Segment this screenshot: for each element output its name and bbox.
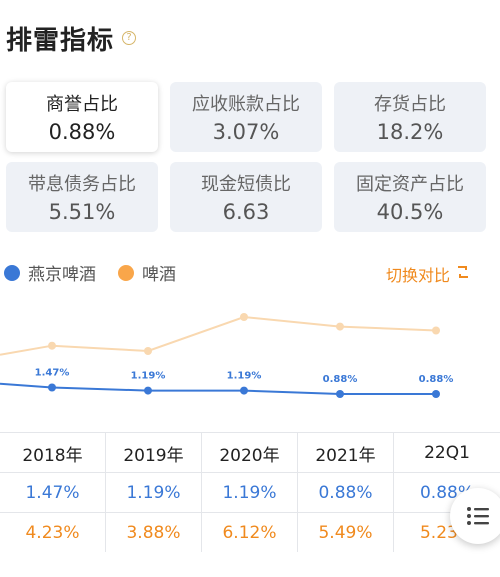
metric-card-cash-short-debt[interactable]: 现金短债比 6.63: [170, 162, 322, 232]
metric-card-goodwill[interactable]: 商誉占比 0.88%: [6, 82, 158, 152]
table-row-beer: 4.23% 3.88% 6.12% 5.49% 5.23%: [0, 512, 500, 552]
table-cell: 1.19%: [201, 473, 297, 512]
data-label-yanjing: 1.47%: [35, 368, 70, 379]
data-point-beer: [48, 341, 56, 350]
legend-item-yanjing[interactable]: 燕京啤酒: [4, 260, 96, 285]
data-label-yanjing: 1.19%: [227, 371, 262, 382]
list-icon: [467, 507, 489, 525]
metric-label: 固定资产占比: [356, 174, 464, 195]
data-point-beer: [432, 326, 440, 335]
table-header-cell: 2018年: [22, 445, 83, 466]
switch-label: 切换对比: [385, 266, 450, 285]
table-header-cell: 2020年: [201, 433, 297, 473]
metric-label: 存货占比: [374, 94, 446, 115]
legend-label: 燕京啤酒: [28, 265, 96, 285]
metric-label: 带息债务占比: [28, 174, 136, 195]
data-point-yanjing: [336, 390, 344, 398]
table-header-cell: 2019年: [105, 433, 201, 473]
legend-dot-blue: [4, 264, 20, 281]
metric-card-receivables[interactable]: 应收账款占比 3.07%: [170, 82, 322, 152]
metric-value: 0.88%: [48, 120, 116, 144]
data-table: 2018年 2019年 2020年 2021年 22Q1 1.47% 1.19%…: [0, 432, 500, 552]
menu-fab-button[interactable]: [450, 488, 500, 544]
table-cell: 6.12%: [201, 513, 297, 552]
metric-grid: 商誉占比 0.88% 应收账款占比 3.07% 存货占比 18.2% 带息债务占…: [6, 82, 494, 232]
metric-value: 6.63: [222, 200, 270, 224]
metric-label: 现金短债比: [201, 174, 291, 195]
table-cell: 0.88%: [297, 473, 393, 512]
data-point-beer: [336, 322, 344, 331]
table-cell: 5.49%: [297, 513, 393, 552]
question-icon[interactable]: ?: [122, 31, 137, 45]
page-title: 排雷指标: [6, 25, 115, 56]
data-point-yanjing: [48, 383, 56, 392]
data-label-yanjing: 0.88%: [419, 374, 454, 385]
data-label-yanjing: 1.19%: [131, 371, 166, 382]
metric-label: 应收账款占比: [192, 94, 300, 115]
legend-item-beer[interactable]: 啤酒: [118, 260, 176, 285]
line-chart: 1.47% 1.19% 1.19% 0.88% 0.88%: [0, 313, 454, 398]
metric-card-interest-debt[interactable]: 带息债务占比 5.51%: [6, 162, 158, 232]
table-cell: 1.19%: [105, 473, 201, 512]
legend-label: 啤酒: [142, 265, 176, 285]
swap-icon: [456, 264, 470, 284]
legend-dot-orange: [118, 264, 134, 281]
table-cell: 1.47%: [25, 482, 80, 503]
table-header-cell: 2021年: [297, 433, 393, 473]
metric-value: 3.07%: [212, 120, 280, 144]
series-line-beer: [0, 315, 437, 356]
series-line-yanjing: [0, 382, 436, 395]
data-point-beer: [144, 347, 152, 355]
table-cell: 4.23%: [25, 522, 80, 543]
data-point-yanjing: [240, 386, 248, 395]
section-header: 排雷指标 ?: [6, 18, 137, 58]
metric-value: 18.2%: [376, 120, 444, 144]
metric-value: 5.51%: [48, 200, 116, 224]
metric-label: 商誉占比: [46, 94, 118, 115]
table-header-row: 2018年 2019年 2020年 2021年 22Q1: [0, 432, 500, 473]
switch-compare-button[interactable]: 切换对比: [386, 262, 470, 286]
chart-legend: 燕京啤酒 啤酒: [4, 260, 198, 285]
data-point-beer: [240, 313, 248, 321]
table-row-yanjing: 1.47% 1.19% 1.19% 0.88% 0.88%: [0, 472, 500, 512]
data-point-yanjing: [144, 386, 152, 395]
data-label-yanjing: 0.88%: [323, 374, 358, 385]
data-point-yanjing: [432, 390, 440, 398]
table-cell: 3.88%: [105, 513, 201, 552]
table-header-cell: 22Q1: [393, 433, 500, 473]
metric-card-inventory[interactable]: 存货占比 18.2%: [334, 82, 486, 152]
metric-card-fixed-assets[interactable]: 固定资产占比 40.5%: [334, 162, 486, 232]
metric-value: 40.5%: [376, 200, 444, 224]
